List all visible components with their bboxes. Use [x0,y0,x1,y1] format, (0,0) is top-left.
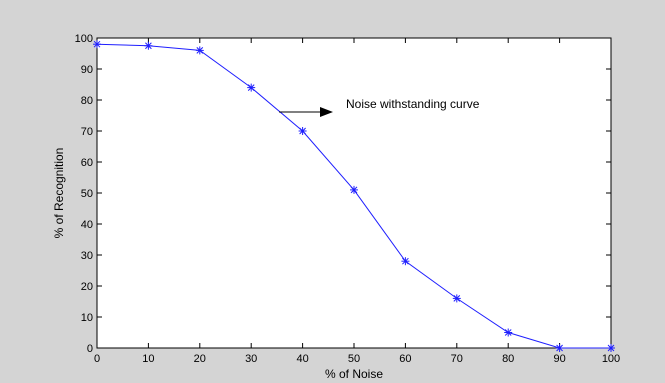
y-axis-ticks: 0 10 20 30 40 50 60 70 80 90 100 [75,33,611,355]
y-tick-label: 40 [81,219,93,231]
x-tick-label: 0 [94,353,100,365]
x-tick-label: 40 [296,353,308,365]
data-point-marker [452,294,461,303]
x-axis-label: % of Noise [325,367,383,381]
data-point-marker [195,46,204,55]
x-tick-label: 20 [194,353,206,365]
y-tick-label: 60 [81,157,93,169]
data-point-marker [298,127,307,135]
x-tick-label: 10 [142,353,154,365]
x-tick-label: 70 [451,353,463,365]
y-axis-label: % of Recognition [52,148,66,239]
y-tick-label: 20 [81,281,93,293]
y-tick-label: 90 [81,64,93,76]
data-point-marker [504,328,513,337]
y-tick-label: 100 [75,33,93,45]
annotation-group: Noise withstanding curve [279,97,480,117]
annotation-text: Noise withstanding curve [346,97,480,111]
y-tick-label: 30 [81,250,93,262]
x-tick-label: 90 [553,353,565,365]
data-point-marker [350,185,358,194]
data-point-marker [93,40,101,49]
data-point-marker [144,41,153,50]
x-axis-ticks: 0 10 20 30 40 50 60 70 80 90 100 [94,38,620,365]
x-tick-label: 100 [602,353,620,365]
y-tick-label: 70 [81,126,93,138]
annotation-arrow-head [320,107,333,117]
x-tick-label: 50 [348,353,360,365]
data-point-marker [401,257,410,266]
x-tick-label: 80 [502,353,514,365]
data-point-marker [247,83,256,92]
data-point-marker [555,344,564,352]
data-series [93,40,615,352]
data-point-marker [607,344,615,352]
y-tick-label: 80 [81,95,93,107]
y-tick-label: 50 [81,188,93,200]
y-tick-label: 0 [87,343,93,355]
y-tick-label: 10 [81,312,93,324]
x-tick-label: 60 [399,353,411,365]
x-tick-label: 30 [245,353,257,365]
